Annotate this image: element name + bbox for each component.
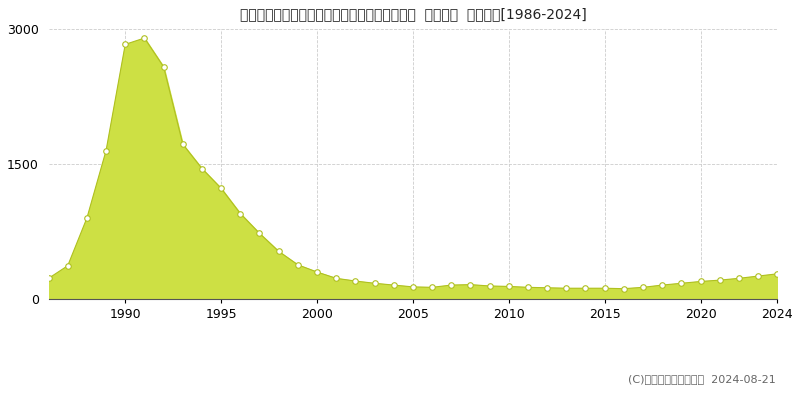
Title: 北海道札幌市中央区南６条西４丁目５番３２外  地価公示  地価推移[1986-2024]: 北海道札幌市中央区南６条西４丁目５番３２外 地価公示 地価推移[1986-202… — [239, 7, 586, 21]
Text: (C)土地価格ドットコム  2024-08-21: (C)土地価格ドットコム 2024-08-21 — [628, 374, 776, 384]
